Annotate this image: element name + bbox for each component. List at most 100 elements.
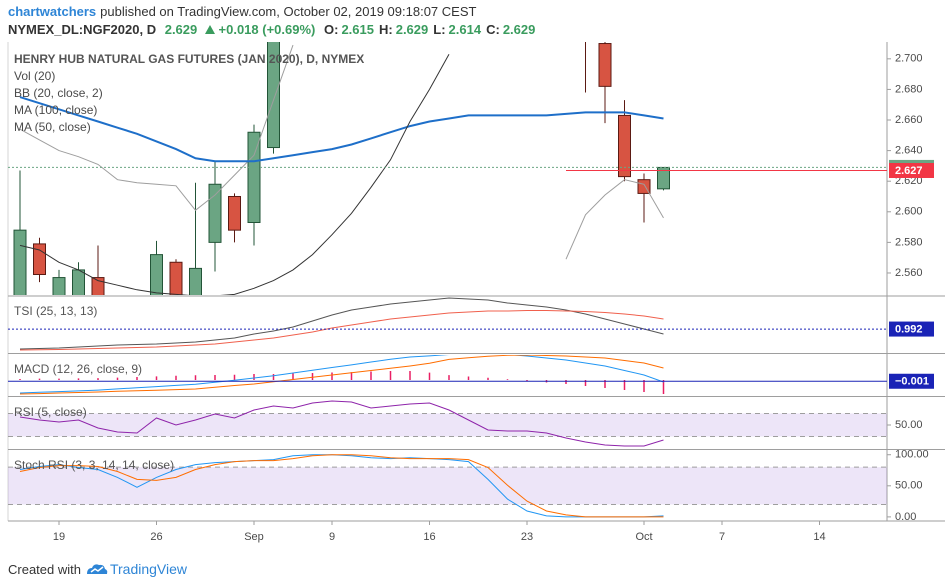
y-tick-label: 2.560	[895, 267, 923, 279]
histogram-bar	[253, 374, 255, 380]
up-arrow	[204, 25, 215, 34]
pane-title: Stoch RSI (3, 3, 14, 14, close)	[14, 458, 174, 472]
histogram-bar	[409, 371, 411, 380]
series-line	[19, 297, 664, 350]
legend-entry: Vol (20)	[14, 69, 55, 83]
histogram-bar	[331, 372, 333, 380]
candle-body	[91, 277, 105, 295]
y-tick-label: 50.00	[895, 419, 923, 431]
header-line: chartwatchers published on TradingView.co…	[8, 4, 476, 19]
x-tick-label: Oct	[635, 531, 652, 543]
pane	[13, 21, 670, 295]
y-tick-label: 2.620	[895, 175, 923, 187]
pane	[8, 454, 887, 518]
pane-title: HENRY HUB NATURAL GAS FUTURES (JAN 2020)…	[14, 52, 364, 66]
level-box	[889, 321, 934, 337]
published: published on TradingView.com, October 02…	[100, 4, 477, 19]
histogram-bar	[58, 378, 60, 380]
x-tick-label: 7	[719, 531, 725, 543]
created-with: Created with	[8, 561, 81, 577]
symbol: NYMEX_DL:NGF2020, D	[8, 22, 157, 37]
candle-body	[169, 261, 183, 295]
series-line	[19, 400, 664, 447]
level-label: 0.992	[895, 323, 923, 335]
histogram-bar	[175, 375, 177, 380]
band	[8, 413, 887, 437]
x-tick-label: 16	[423, 531, 435, 543]
ohlc-label: C:	[486, 22, 500, 37]
ohlc-value: 2.629	[395, 22, 429, 37]
candle-body	[228, 195, 241, 231]
candle-body	[598, 43, 612, 87]
y-tick-label: 50.00	[895, 480, 923, 492]
y-tick-label: 2.660	[895, 114, 923, 126]
y-tick-label: 2.680	[895, 83, 923, 95]
histogram-bar	[370, 371, 372, 380]
histogram-bar	[662, 380, 665, 394]
candle-body	[208, 183, 222, 243]
histogram-bar	[389, 371, 392, 380]
y-tick-label: 2.580	[895, 236, 923, 248]
series-line	[19, 310, 664, 351]
histogram-bar	[272, 374, 275, 380]
level-label: 2.627	[895, 165, 923, 177]
series-line	[19, 355, 664, 395]
y-tick-label: 0.00	[895, 511, 916, 523]
x-tick-label: 9	[329, 531, 335, 543]
change: +0.018 (+0.69%)	[218, 22, 316, 37]
ohlc: O: 2.615 H: 2.629 L: 2.614 C: 2.629	[319, 22, 535, 37]
ohlc-label: H:	[379, 22, 393, 37]
ohlc-value: 2.615	[341, 22, 374, 37]
histogram-bar	[155, 376, 158, 380]
series-line	[19, 454, 664, 518]
x-tick-label: Sep	[244, 531, 264, 543]
histogram-bar	[292, 373, 294, 380]
band	[8, 467, 887, 505]
ohlc-value: 2.614	[448, 22, 482, 37]
ohlc-label: O:	[324, 22, 339, 37]
y-tick-label: 2.640	[895, 145, 923, 157]
histogram-bar	[19, 379, 21, 380]
histogram-bar	[136, 377, 138, 380]
histogram-bar	[194, 375, 197, 380]
footer: Created with TradingView	[8, 561, 187, 577]
histogram-bar	[584, 380, 587, 386]
series-line	[19, 96, 664, 163]
histogram-bar	[311, 373, 314, 380]
histogram-bar	[487, 377, 489, 380]
candle-body	[580, 21, 592, 29]
candle-body	[150, 254, 163, 295]
ohlc-value: 2.629	[502, 22, 536, 37]
histogram-bar	[565, 380, 567, 384]
histogram-bar	[233, 374, 236, 380]
candle-body	[52, 277, 66, 295]
histogram-bar	[97, 378, 99, 380]
candle-body	[13, 229, 27, 295]
level-label: −0.001	[895, 376, 929, 388]
last-price: 2.629	[164, 22, 198, 37]
x-tick-label: 19	[53, 531, 65, 543]
brand: TradingView	[109, 561, 188, 577]
series-line	[19, 355, 664, 394]
pane-title: MACD (12, 26, close, 9)	[14, 362, 142, 376]
x-tick-label: 26	[150, 531, 162, 543]
histogram-bar	[428, 372, 431, 380]
histogram-bar	[448, 375, 450, 380]
histogram-bar	[467, 376, 470, 380]
pane	[8, 400, 887, 447]
y-tick-label: 2.600	[895, 206, 923, 218]
legend-entry: MA (50, close)	[14, 120, 91, 134]
candle-body	[247, 131, 261, 223]
legend-entry: BB (20, close, 2)	[14, 86, 103, 100]
histogram-bar	[623, 380, 626, 390]
y-tick-label: 2.700	[895, 53, 923, 65]
histogram-bar	[77, 378, 80, 380]
series-line	[19, 44, 664, 260]
candle-body	[72, 269, 85, 295]
histogram-bar	[38, 378, 41, 380]
histogram-bar	[604, 380, 606, 388]
pane	[19, 297, 664, 351]
histogram-bar	[116, 377, 119, 380]
